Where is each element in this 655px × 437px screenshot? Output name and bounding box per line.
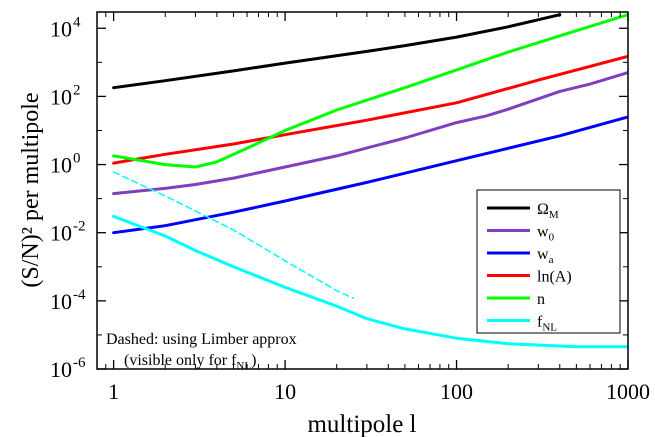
annotation-line2-suffix: ) <box>251 352 256 369</box>
y-tick-label-3: 10 <box>50 153 72 178</box>
y-tick-exponent-5: 4 <box>73 14 81 30</box>
y-tick-label-0: 10 <box>50 357 72 382</box>
x-tick-label-2: 100 <box>440 379 473 404</box>
legend-box <box>476 189 621 334</box>
annotation-line2-sub: NL <box>236 360 251 372</box>
y-tick-exponent-2: -2 <box>73 219 86 235</box>
annotation-line2-prefix: (visible only for f <box>124 352 237 369</box>
series-line-5 <box>112 214 628 349</box>
series-line-0 <box>112 13 562 90</box>
y-tick-label-5: 10 <box>50 16 72 41</box>
legend-label-0: ΩM <box>537 201 559 221</box>
annotation-line2: (visible only for fNL) <box>124 352 256 372</box>
annotation: Dashed: using Limber approx (visible onl… <box>106 331 297 372</box>
legend-label-1: w0 <box>537 224 555 244</box>
y-axis-label: (S/N)² per multipole <box>18 92 44 287</box>
legend-label-2: wa <box>537 246 554 266</box>
y-tick-exponent-4: 2 <box>73 82 81 98</box>
x-tick-label-3: 1000 <box>606 379 650 404</box>
x-tick-label-0: 1 <box>108 379 119 404</box>
y-tick-label-2: 10 <box>50 221 72 246</box>
y-tick-exponent-1: -4 <box>73 287 86 303</box>
y-tick-label-4: 10 <box>50 84 72 109</box>
series-line-1 <box>112 71 628 196</box>
series-line-3 <box>112 54 628 165</box>
legend-label-5: fNL <box>537 314 557 334</box>
legend-label-4: n <box>537 291 545 308</box>
plot-frame <box>96 11 629 370</box>
series-line-4 <box>112 13 628 169</box>
series-line-6 <box>112 171 355 299</box>
annotation-line1: Dashed: using Limber approx <box>106 331 297 348</box>
y-tick-label-1: 10 <box>50 289 72 314</box>
x-tick-label-1: 10 <box>274 379 296 404</box>
y-tick-exponent-0: -6 <box>73 355 86 371</box>
y-tick-exponent-3: 0 <box>73 151 81 167</box>
series-line-2 <box>112 115 628 235</box>
legend-label-3: ln(A) <box>537 269 572 286</box>
series-layer <box>112 13 628 349</box>
x-axis-label: multipole l <box>307 411 416 437</box>
